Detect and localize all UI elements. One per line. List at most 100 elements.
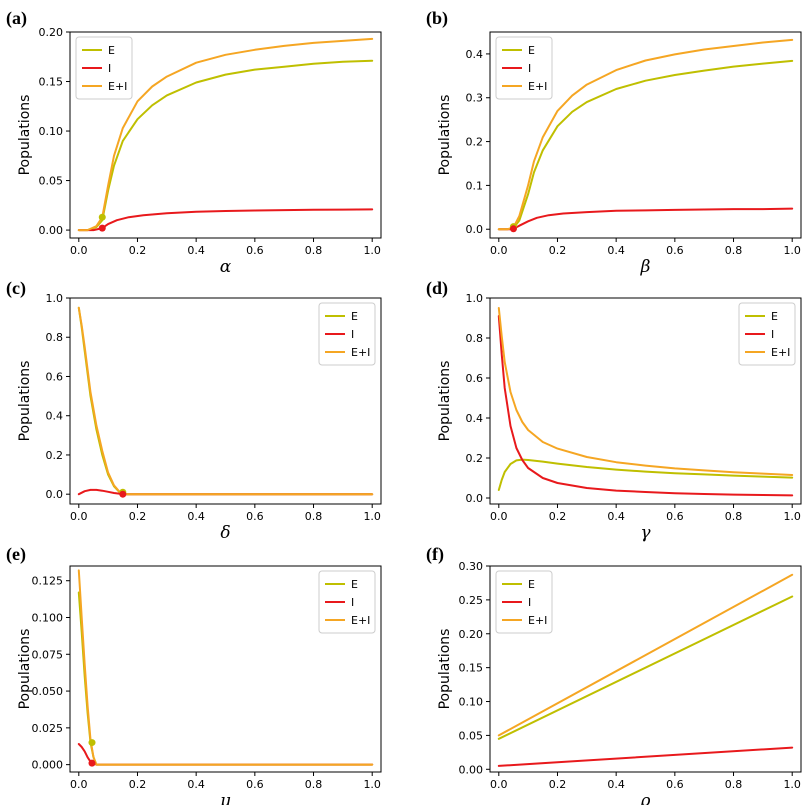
x-tick-label: 0.2 [549, 510, 567, 523]
x-axis-label: ρ [640, 791, 651, 805]
legend-label-E: E [771, 310, 778, 323]
x-tick-label: 0.2 [549, 778, 567, 791]
x-tick-label: 1.0 [363, 778, 381, 791]
x-tick-label: 0.6 [666, 778, 684, 791]
y-tick-label: 0.00 [459, 763, 484, 776]
y-axis-label: Populations [437, 95, 453, 176]
legend-label-E: E [108, 44, 115, 57]
x-tick-label: 0.8 [725, 778, 743, 791]
series-line-EI [77, 569, 374, 766]
legend-box [318, 570, 376, 634]
series-line-I [77, 208, 374, 232]
y-tick-label: 0.8 [466, 332, 484, 345]
y-tick-label: 0.6 [466, 372, 484, 385]
y-tick-label: 0.20 [459, 628, 484, 641]
panel-d: (d) 0.0 0.2 0.4 0.6 0.8 1.0 0.0 0.2 0.4 0.6 0.8 1.0 γ… [426, 278, 802, 543]
y-tick-label: 0.15 [459, 662, 484, 675]
x-tick-label: 0.4 [187, 778, 205, 791]
series-line-E [497, 595, 794, 740]
legend-label-I: I [108, 62, 111, 75]
x-tick-label: 0.8 [725, 510, 743, 523]
x-axis-label: μ [220, 791, 231, 805]
panel-tag: (a) [6, 8, 27, 29]
x-tick-label: 0.2 [129, 244, 147, 257]
panel-b: (b) 0.0 0.2 0.4 0.6 0.8 1.0 0.0 0.1 0.2 0.3 0.4 β Pop… [426, 8, 802, 277]
x-tick-label: 0.6 [246, 510, 264, 523]
y-tick-label: 0.0 [46, 488, 64, 501]
y-tick-label: 1.0 [466, 292, 484, 305]
x-tick-label: 0.4 [607, 244, 625, 257]
legend-box [318, 302, 376, 366]
y-tick-label: 0.025 [32, 722, 64, 735]
x-tick-label: 1.0 [783, 778, 801, 791]
x-tick-label: 0.2 [129, 510, 147, 523]
y-tick-label: 1.0 [46, 292, 64, 305]
x-tick-label: 0.8 [725, 244, 743, 257]
x-axis-label: α [220, 257, 232, 277]
y-tick-label: 0.125 [32, 575, 64, 588]
x-tick-label: 0.0 [70, 778, 88, 791]
axes-frame [489, 565, 802, 773]
series-line-E [77, 59, 374, 232]
y-tick-label: 0.10 [459, 696, 484, 709]
legend-label-E: E [528, 578, 535, 591]
y-tick-label: 0.3 [466, 92, 484, 105]
y-tick-label: 0.00 [39, 224, 64, 237]
legend-label-E: E [351, 310, 358, 323]
x-tick-label: 0.6 [666, 510, 684, 523]
marker-I [509, 225, 517, 233]
y-tick-label: 0.4 [466, 48, 484, 61]
y-tick-label: 0.15 [39, 76, 64, 89]
y-tick-label: 0.6 [46, 370, 64, 383]
legend-label-EI: E+I [351, 614, 370, 627]
axes-frame [69, 297, 382, 505]
x-tick-label: 0.8 [305, 510, 323, 523]
x-tick-label: 1.0 [783, 244, 801, 257]
x-tick-label: 1.0 [783, 510, 801, 523]
y-tick-label: 0.2 [46, 449, 64, 462]
legend-label-EI: E+I [528, 80, 547, 93]
series-line-I [497, 315, 794, 497]
x-tick-label: 0.6 [246, 244, 264, 257]
y-tick-label: 0.30 [459, 560, 484, 573]
x-tick-label: 0.8 [305, 778, 323, 791]
series-line-EI [77, 306, 374, 496]
x-tick-label: 0.2 [129, 778, 147, 791]
panel-f: (f) 0.0 0.2 0.4 0.6 0.8 1.0 0.00 0.05 0.10 0.15 0.2… [426, 544, 802, 805]
legend-label-EI: E+I [528, 614, 547, 627]
legend-label-I: I [351, 596, 354, 609]
series-line-E [497, 59, 794, 231]
legend-label-I: I [528, 596, 531, 609]
series-line-I [497, 746, 794, 767]
series-line-EI [497, 38, 794, 231]
series-line-I [77, 743, 374, 766]
x-tick-label: 0.0 [70, 244, 88, 257]
legend-label-I: I [771, 328, 774, 341]
y-tick-label: 0.05 [459, 729, 484, 742]
legend-label-I: I [351, 328, 354, 341]
series-line-EI [77, 37, 374, 232]
marker-I [98, 224, 106, 232]
panel-tag: (f) [426, 544, 444, 565]
x-tick-label: 0.4 [187, 510, 205, 523]
legend-box [75, 36, 133, 100]
y-tick-label: 0.100 [32, 612, 64, 625]
axes-frame [69, 31, 382, 239]
axes-frame [69, 565, 382, 773]
x-tick-label: 1.0 [363, 510, 381, 523]
y-tick-label: 0.2 [466, 452, 484, 465]
panel-e: (e) 0.0 0.2 0.4 0.6 0.8 1.0 0.000 0.025 0.050 0.07… [6, 544, 382, 805]
y-axis-label: Populations [17, 629, 33, 710]
x-tick-label: 0.2 [549, 244, 567, 257]
legend-box [738, 302, 796, 366]
x-tick-label: 0.0 [490, 778, 508, 791]
x-tick-label: 0.8 [305, 244, 323, 257]
y-tick-label: 0.20 [39, 26, 64, 39]
x-tick-label: 1.0 [363, 244, 381, 257]
y-axis-label: Populations [17, 95, 33, 176]
x-axis-label: γ [640, 523, 651, 543]
y-tick-label: 0.000 [32, 759, 64, 772]
y-tick-label: 0.050 [32, 685, 64, 698]
series-line-EI [497, 573, 794, 737]
